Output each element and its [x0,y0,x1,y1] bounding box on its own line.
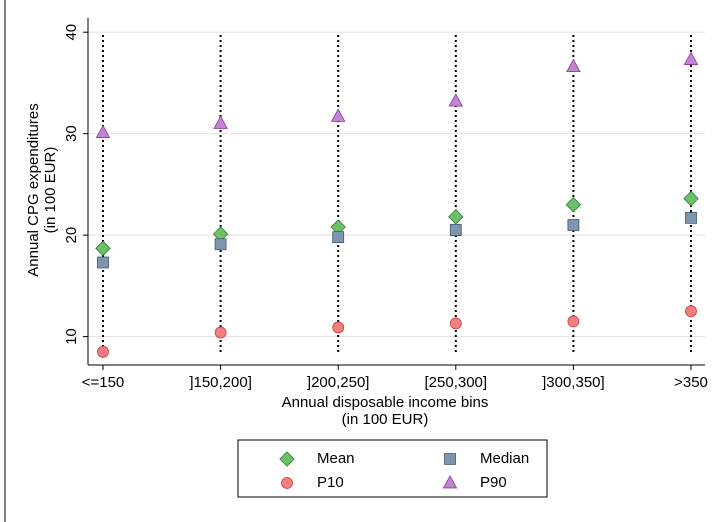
marker [567,219,580,231]
marker [330,108,346,122]
marker [567,315,580,328]
y-tick-label: 30 [63,125,80,142]
marker [683,190,699,207]
marker [97,345,109,358]
y-tick-label: 10 [63,328,80,345]
marker [97,256,109,269]
y-axis-label: (in 100 EUR) [42,147,59,234]
marker [449,224,462,236]
y-tick-label: 20 [63,227,80,244]
legend-label: Mean [317,450,355,467]
marker [685,305,697,318]
marker [213,115,228,129]
legend-marker [442,475,458,489]
legend-label: P90 [480,474,507,491]
y-tick-label: 40 [63,24,80,41]
x-tick-label: >350 [674,374,708,391]
marker [565,196,582,213]
marker [683,51,699,65]
marker [449,317,462,330]
legend-marker [281,477,293,489]
marker [95,240,111,257]
marker [566,58,581,73]
marker [448,93,464,107]
x-tick-label: <=150 [82,374,125,391]
legend-marker [444,453,456,465]
marker [448,209,464,225]
marker [214,238,227,251]
marker [685,211,697,224]
marker [332,231,345,244]
legend-label: Median [480,450,529,467]
marker [332,321,345,334]
marker [95,124,111,139]
y-axis-label: Annual CPG expenditures [25,103,42,276]
x-tick-label: [250,300] [425,374,488,391]
x-tick-label: ]300,350] [542,374,605,391]
x-axis-label: (in 100 EUR) [342,411,429,428]
x-tick-label: ]200,250] [307,374,370,391]
legend-marker [279,451,295,467]
legend-label: P10 [317,474,344,491]
marker [214,326,227,339]
x-tick-label: ]150,200] [189,374,252,391]
x-axis-label: Annual disposable income bins [282,394,489,411]
